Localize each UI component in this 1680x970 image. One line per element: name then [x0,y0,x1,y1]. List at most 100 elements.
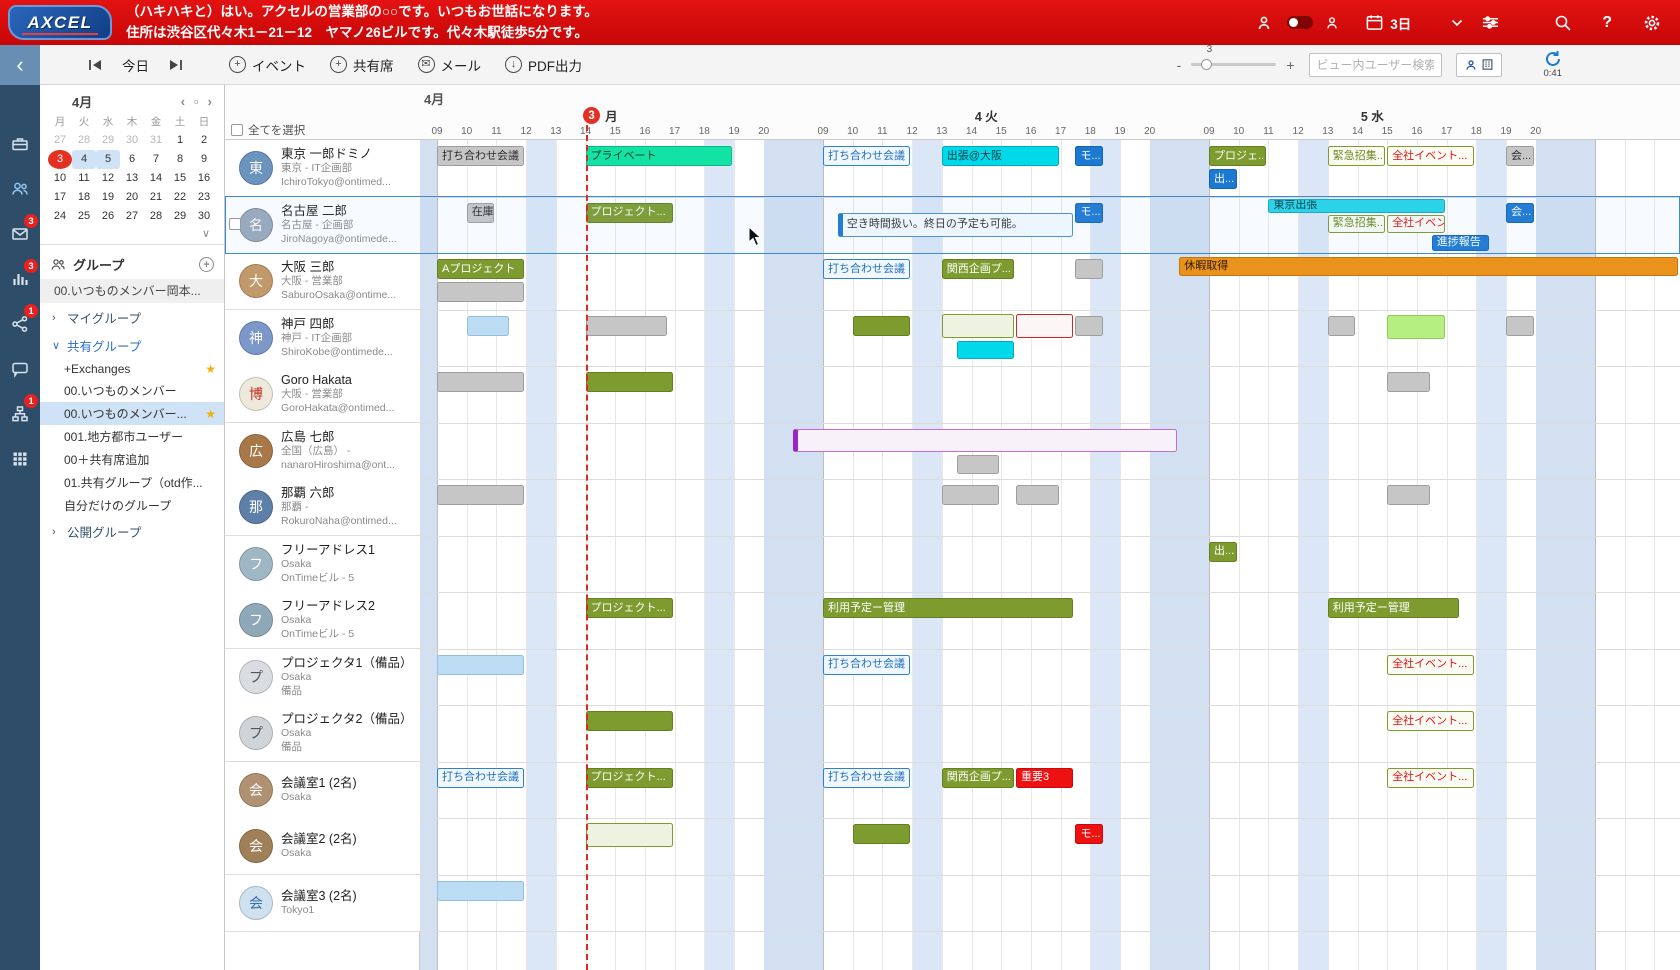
mini-calendar-day[interactable]: 7 [152,153,160,165]
group-item[interactable]: 00＋共有席追加 [64,453,150,467]
mini-calendar-day[interactable]: 15 [173,172,187,184]
view-settings-icon[interactable] [1481,14,1500,31]
mini-calendar-day[interactable]: 25 [77,210,91,222]
mini-calendar-today-button[interactable]: ▫ [194,94,199,109]
settings-gear-icon[interactable] [1642,13,1662,33]
skip-forward-button[interactable] [169,59,183,71]
presence-toggle[interactable] [1257,14,1341,32]
mini-calendar-day[interactable]: 21 [149,191,163,203]
select-all-control[interactable]: 全てを選択 [231,122,305,138]
event[interactable] [852,824,911,844]
event[interactable] [1387,485,1430,505]
zoom-slider[interactable] [1191,59,1277,70]
event[interactable]: 進捗報告 [1431,234,1490,251]
event[interactable] [956,340,1015,359]
member-row[interactable]: 東東京 一郎ドミノ 東京 - IT企画部 IchiroTokyo@ontimed..… [225,140,420,197]
event[interactable]: 重要3 [1016,767,1074,788]
mini-calendar-day[interactable]: 2 [200,134,208,146]
rail-item-org-chart[interactable]: 1 [0,393,40,435]
mini-calendar-day[interactable]: 31 [149,134,163,146]
event[interactable]: モ... [1075,202,1104,223]
event[interactable]: モ... [1075,146,1104,166]
event[interactable]: 全社イベント... [1387,146,1475,166]
event[interactable] [437,880,525,901]
event[interactable]: 全社イベント... [1387,214,1445,233]
zoom-slider-knob[interactable] [1201,59,1213,70]
pdf-export-button[interactable]: ↓ PDF出力 [505,55,582,75]
presence-switch[interactable] [1287,16,1314,29]
rail-item-stats[interactable]: 3 [0,258,40,300]
rail-item-calendar-people[interactable] [0,168,40,210]
mini-calendar-day[interactable]: 19 [101,191,115,203]
event[interactable]: プロジェ... [1209,146,1267,166]
mini-calendar-day[interactable]: 16 [197,172,211,184]
mini-calendar-day[interactable]: 17 [53,191,67,203]
help-icon[interactable]: ? [1602,13,1612,31]
event[interactable] [1016,485,1059,505]
event[interactable]: 在庫... [466,202,495,223]
event[interactable] [1387,314,1445,339]
new-event-button[interactable]: + イベント [229,55,306,75]
schedule-grid[interactable]: 打ち合わせ会議 プライベート 打ち合わせ会議 出張@大阪 モ... プロジェ... 出...… [420,140,1680,970]
member-row[interactable]: 博 Goro Hakata 大阪 - 営業部 GoroHakata@ontimed..… [225,366,420,423]
member-row[interactable]: 神神戸 四郎 神戸 - IT企画部 ShiroKobe@ontimede... [225,309,420,367]
event[interactable] [1327,315,1356,336]
mini-calendar-next-button[interactable]: › [207,94,212,109]
group-item[interactable]: 00.いつものメンバー... ★ [40,402,224,425]
member-row[interactable]: 名名古屋 二郎 名古屋 - 企画部 JiroNagoya@ontimede... [225,196,420,254]
event[interactable] [956,454,1000,474]
event[interactable] [585,372,673,392]
mini-calendar-day[interactable]: 26 [101,210,115,222]
event[interactable]: 出... [1209,169,1237,189]
event[interactable]: 緊急招集... [1327,146,1386,166]
share-seat-button[interactable]: + 共有席 [330,55,394,75]
event[interactable] [585,315,667,336]
rail-item-chat[interactable] [0,348,40,390]
mini-calendar-day[interactable]: 29 [101,134,115,146]
mini-calendar-day[interactable]: 27 [125,210,139,222]
event[interactable]: 会... [1506,146,1534,166]
mini-calendar-day[interactable]: 10 [53,172,67,184]
event[interactable]: 打ち合わせ会議 [823,767,911,788]
user-resource-filter-button[interactable] [1455,52,1502,77]
mini-calendar-day[interactable]: 30 [125,134,139,146]
event[interactable] [1506,315,1534,336]
event[interactable]: 出... [1209,541,1237,562]
mini-calendar-day[interactable]: 5 [96,150,120,169]
event[interactable]: 関西企画プ... [941,767,1015,788]
event[interactable] [437,485,525,505]
view-user-search-input[interactable] [1308,52,1442,77]
add-group-button[interactable]: + [199,257,214,272]
event[interactable] [437,654,525,675]
rail-item-mail[interactable]: 3 [0,213,40,255]
rail-item-share[interactable]: 1 [0,303,40,345]
member-row[interactable]: 会会議室1 (2名) Osaka [225,761,420,819]
mini-calendar-day[interactable]: 4 [72,150,96,169]
event[interactable]: 空き時間扱い。終日の予定も可能。 [837,212,1074,237]
mini-calendar-day[interactable]: 9 [200,153,208,165]
group-item[interactable]: +Exchanges ★ [64,362,216,376]
event[interactable]: プライベート [585,146,732,166]
event[interactable]: 東京出張 [1268,198,1445,213]
event[interactable]: 会... [1506,202,1534,223]
member-row[interactable]: 広広島 七郎 全国（広島） - nanaroHiroshima@ont... [225,422,420,480]
event[interactable]: 全社イベント... [1387,711,1475,731]
mini-calendar-day[interactable]: 23 [197,191,211,203]
event[interactable] [466,315,510,336]
mini-calendar-day[interactable]: 11 [78,172,90,184]
mini-calendar-day[interactable]: 22 [173,191,187,203]
zoom-out-button[interactable]: - [1176,56,1182,73]
event[interactable] [437,372,525,392]
chevron-down-icon[interactable] [1451,19,1463,27]
member-row[interactable]: フフリーアドレス2 Osaka OnTimeビル - 5 [225,592,420,649]
mini-calendar-day[interactable]: 13 [125,172,139,184]
group-section-expanded[interactable]: ∨ 共有グループ [52,340,142,354]
mini-calendar-prev-button[interactable]: ‹ [180,94,186,109]
mini-calendar-day[interactable]: 8 [176,153,184,165]
group-item[interactable]: 001.地方都市ユーザー [64,430,184,444]
mini-calendar-day[interactable]: 28 [77,134,91,146]
event[interactable]: プロジェクト... [585,767,673,788]
event[interactable]: 出張@大阪 [941,146,1059,166]
select-all-checkbox[interactable] [231,124,243,136]
event[interactable]: 利用予定ー管理 [823,598,1074,618]
